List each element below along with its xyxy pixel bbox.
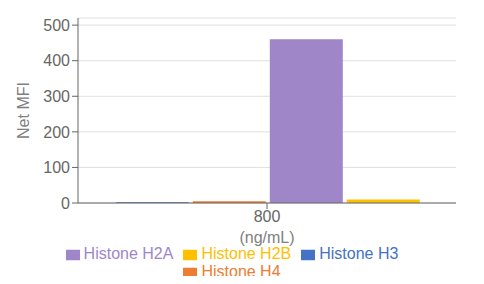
svg-text:100: 100 [43,159,70,176]
html-text:Histone H4: Histone H4 [201,263,281,280]
html-text:Histone H3: Histone H3 [319,245,399,262]
html-text:Histone H2A: Histone H2A [83,245,174,262]
svg-text:800: 800 [254,208,281,225]
svg-text:Net MFI: Net MFI [15,82,32,139]
svg-text:300: 300 [43,88,70,105]
svg-text:500: 500 [43,17,70,34]
svg-text:0: 0 [61,195,70,212]
svg-text:400: 400 [43,52,70,69]
svg-text:200: 200 [43,124,70,141]
html-text:Histone H2B: Histone H2B [201,245,292,262]
svg-text:(ng/mL): (ng/mL) [239,229,294,246]
